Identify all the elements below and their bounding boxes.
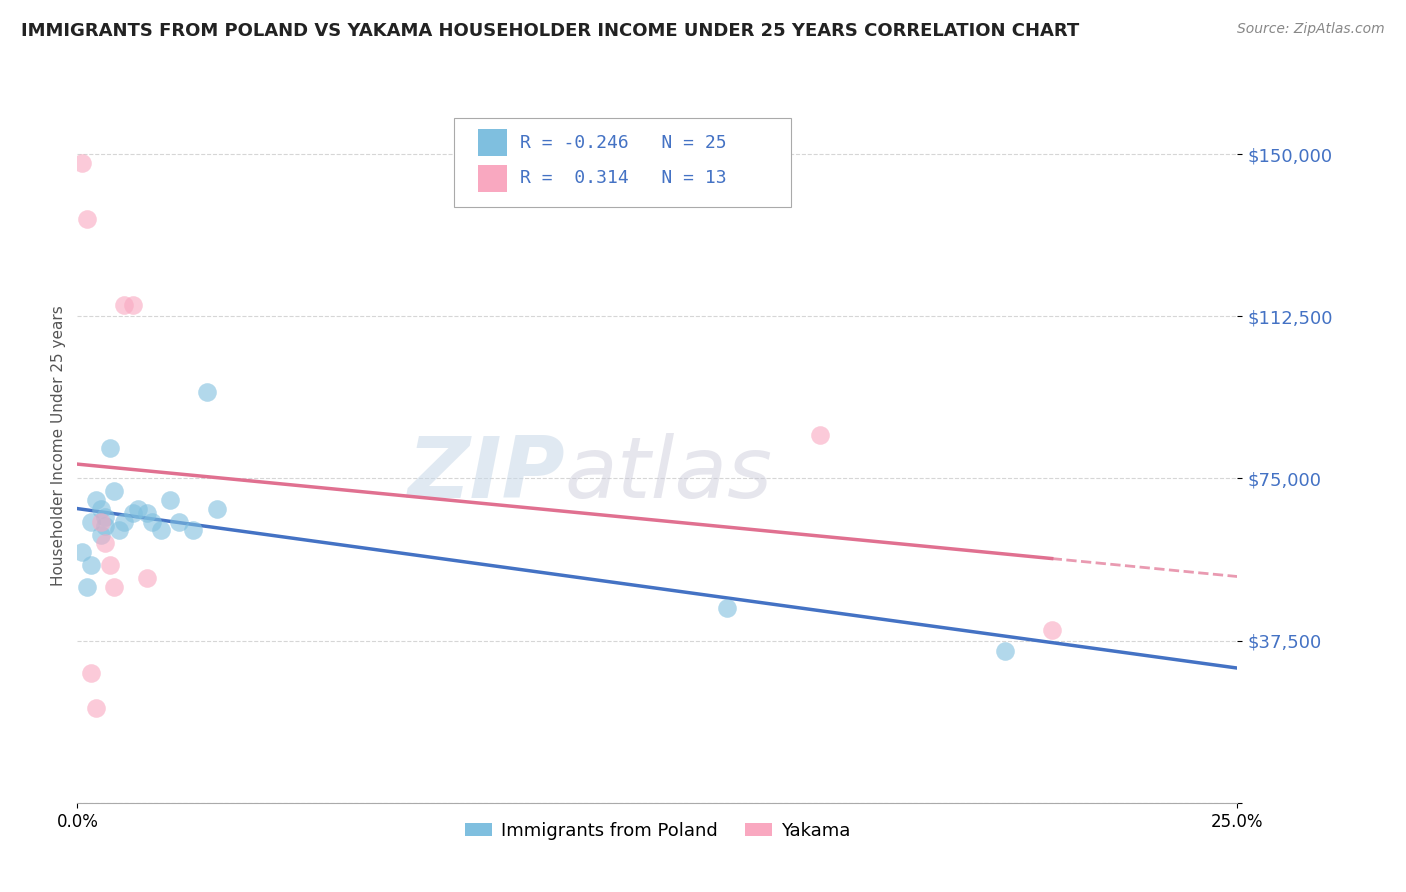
Point xyxy=(94,536,117,550)
Point xyxy=(94,510,117,524)
Point xyxy=(205,501,228,516)
Text: R = -0.246   N = 25: R = -0.246 N = 25 xyxy=(520,134,727,152)
Point xyxy=(76,211,98,226)
Point xyxy=(103,484,125,499)
Point xyxy=(135,571,157,585)
Point xyxy=(80,558,103,572)
Point xyxy=(84,493,107,508)
Point xyxy=(159,493,181,508)
Point xyxy=(70,545,93,559)
Point xyxy=(716,601,738,615)
Point xyxy=(90,515,111,529)
Point xyxy=(135,506,157,520)
Point xyxy=(183,524,205,538)
Point xyxy=(80,515,103,529)
Point xyxy=(108,524,131,538)
Point xyxy=(127,501,149,516)
Point xyxy=(122,506,145,520)
Point xyxy=(112,298,135,312)
Point xyxy=(808,428,831,442)
FancyBboxPatch shape xyxy=(454,118,790,207)
Point xyxy=(149,524,172,538)
Point xyxy=(1040,623,1063,637)
FancyBboxPatch shape xyxy=(478,129,506,156)
Text: IMMIGRANTS FROM POLAND VS YAKAMA HOUSEHOLDER INCOME UNDER 25 YEARS CORRELATION C: IMMIGRANTS FROM POLAND VS YAKAMA HOUSEHO… xyxy=(21,22,1080,40)
Point xyxy=(80,666,103,681)
Point xyxy=(84,700,107,714)
Point xyxy=(70,155,93,169)
Point xyxy=(141,515,163,529)
Point xyxy=(98,441,121,455)
Legend: Immigrants from Poland, Yakama: Immigrants from Poland, Yakama xyxy=(457,815,858,847)
Point xyxy=(122,298,145,312)
Point xyxy=(195,384,218,399)
Point xyxy=(112,515,135,529)
Point xyxy=(94,519,117,533)
FancyBboxPatch shape xyxy=(478,165,506,192)
Point xyxy=(90,501,111,516)
Point xyxy=(90,527,111,541)
Text: ZIP: ZIP xyxy=(406,433,565,516)
Text: R =  0.314   N = 13: R = 0.314 N = 13 xyxy=(520,169,727,187)
Y-axis label: Householder Income Under 25 years: Householder Income Under 25 years xyxy=(51,306,66,586)
Text: atlas: atlas xyxy=(565,433,772,516)
Text: Source: ZipAtlas.com: Source: ZipAtlas.com xyxy=(1237,22,1385,37)
Point xyxy=(98,558,121,572)
Point xyxy=(76,580,98,594)
Point xyxy=(169,515,191,529)
Point xyxy=(994,644,1017,658)
Point xyxy=(103,580,125,594)
